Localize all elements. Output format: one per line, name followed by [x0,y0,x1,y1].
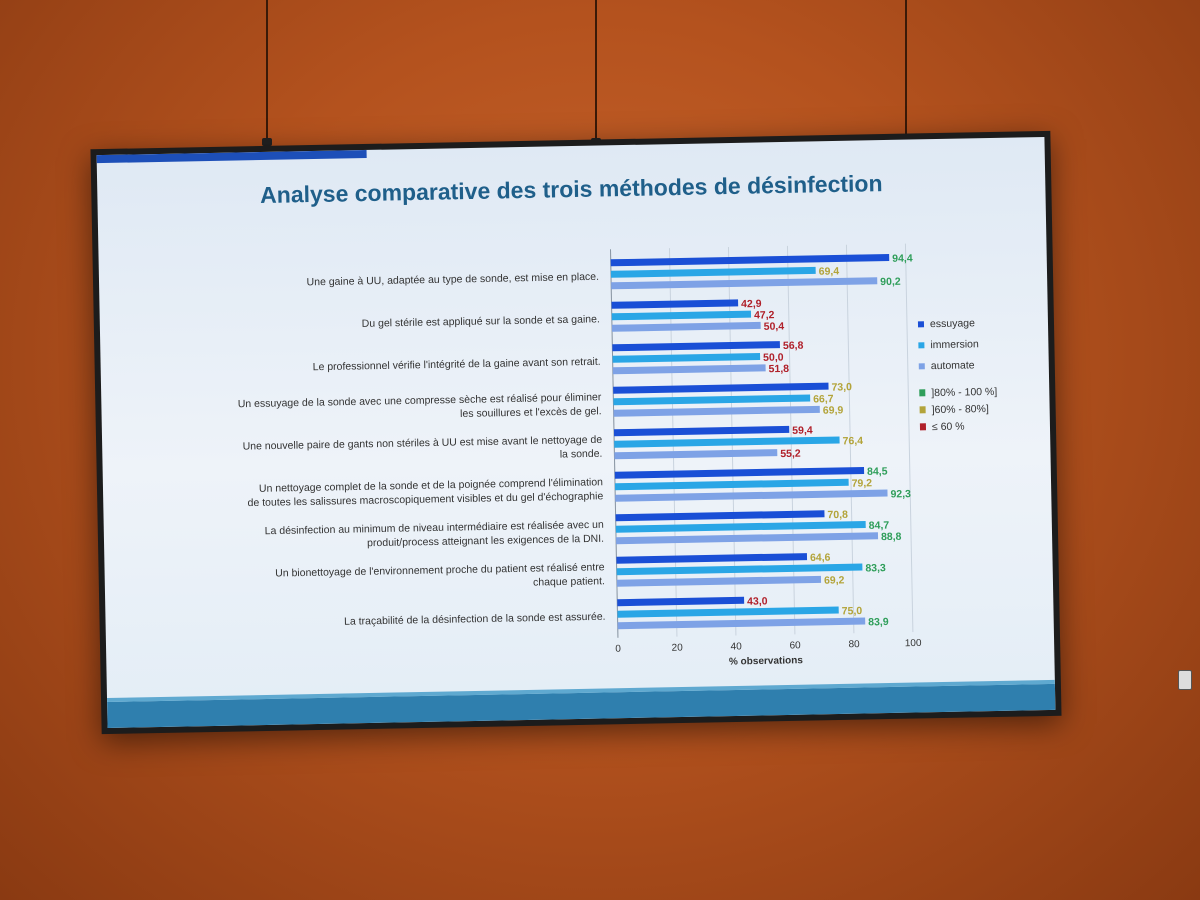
category-label: Une gaine à UU, adaptée au type de sonde… [307,271,600,289]
hanging-wire-middle [591,0,601,146]
data-label: 79,2 [852,477,873,489]
data-label: 64,6 [810,552,831,564]
bar-automate [616,532,879,545]
bar-automate [613,405,820,417]
category-label: produit/process atteignant les exigences… [367,533,604,550]
category-label: les souillures et l'excès de gel. [460,405,602,420]
data-label: 50,4 [764,320,785,332]
x-tick-label: 0 [615,644,621,655]
data-label: 94,4 [892,253,913,265]
data-label: 42,9 [741,298,762,310]
legend-swatch-band [919,423,927,431]
legend-swatch-essuyage [917,321,925,328]
x-tick-label: 20 [671,642,683,653]
bar-immersion [612,352,761,363]
legend-label-band: ≤ 60 % [932,421,965,434]
data-label: 90,2 [880,276,901,288]
legend-label-band: ]60% - 80%] [932,403,989,416]
legend-swatch-automate [918,363,925,370]
data-label: 56,8 [783,340,804,352]
legend-label-immersion: immersion [930,338,979,351]
bar-automate [611,277,878,290]
bar-automate [615,489,888,502]
bar-immersion [610,266,816,278]
bar-immersion [614,478,849,491]
data-label: 69,4 [819,265,840,277]
gridline [904,243,914,633]
data-label: 83,3 [865,562,886,574]
projection-screen: Analyse comparative des trois méthodes d… [90,130,1062,735]
data-label: 43,0 [747,595,768,607]
data-label: 69,9 [823,404,844,416]
legend-swatch-band [919,406,926,414]
category-label: Le professionnel vérifie l'intégrité de … [313,356,601,374]
data-label: 66,7 [813,393,834,405]
data-label: 59,4 [792,424,813,436]
legend-label-essuyage: essuyage [930,317,975,330]
bar-essuyage [612,341,780,352]
bar-immersion [611,310,752,321]
bar-essuyage [613,425,790,437]
bar-chart: Une gaine à UU, adaptée au type de sonde… [238,243,997,668]
bar-immersion [614,436,840,448]
data-label: 92,3 [890,488,911,500]
data-label: 88,8 [881,531,902,543]
bar-essuyage [614,466,865,479]
bar-automate [614,449,778,460]
bar-essuyage [617,596,745,607]
bar-immersion [615,520,866,533]
data-label: 84,5 [867,466,888,478]
x-axis-title: % observations [729,655,804,667]
x-tick-label: 100 [905,638,922,649]
bar-essuyage [613,382,829,394]
bar-essuyage [615,510,825,522]
legend-label-automate: automate [931,359,975,372]
legend-swatch-band [919,389,926,397]
bar-immersion [616,563,863,576]
bar-essuyage [616,553,808,564]
data-label: 73,0 [831,381,852,393]
category-label: La traçabilité de la désinfection de la … [344,611,606,628]
data-label: 76,4 [842,435,863,447]
data-label: 83,9 [868,616,889,628]
bar-automate [616,575,822,587]
category-label: chaque patient. [533,575,605,588]
bar-automate [617,617,866,630]
x-tick-label: 60 [789,640,801,651]
x-tick-label: 80 [848,639,860,650]
bar-automate [612,364,766,375]
data-label: 70,8 [827,509,848,521]
category-label: la sonde. [560,448,603,461]
legend-swatch-immersion [918,342,925,349]
data-label: 84,7 [869,520,890,532]
x-tick-label: 40 [730,641,742,652]
category-label: Du gel stérile est appliqué sur la sonde… [362,313,600,330]
data-label: 51,8 [769,363,790,375]
legend-label-band: ]80% - 100 %] [931,386,997,399]
bar-essuyage [610,253,890,267]
data-label: 47,2 [754,309,775,321]
data-label: 55,2 [780,448,801,460]
wall-socket [1178,670,1192,690]
bar-essuyage [611,299,739,309]
data-label: 50,0 [763,352,784,364]
category-label: Une nouvelle paire de gants non stériles… [243,434,603,453]
bar-immersion [617,606,839,618]
hanging-wire-left [262,0,272,146]
slide: Analyse comparative des trois méthodes d… [96,136,1056,729]
bar-immersion [613,394,811,406]
bar-automate [611,321,761,332]
data-label: 69,2 [824,574,845,586]
hanging-wire-right [901,0,911,146]
data-label: 75,0 [842,605,863,617]
